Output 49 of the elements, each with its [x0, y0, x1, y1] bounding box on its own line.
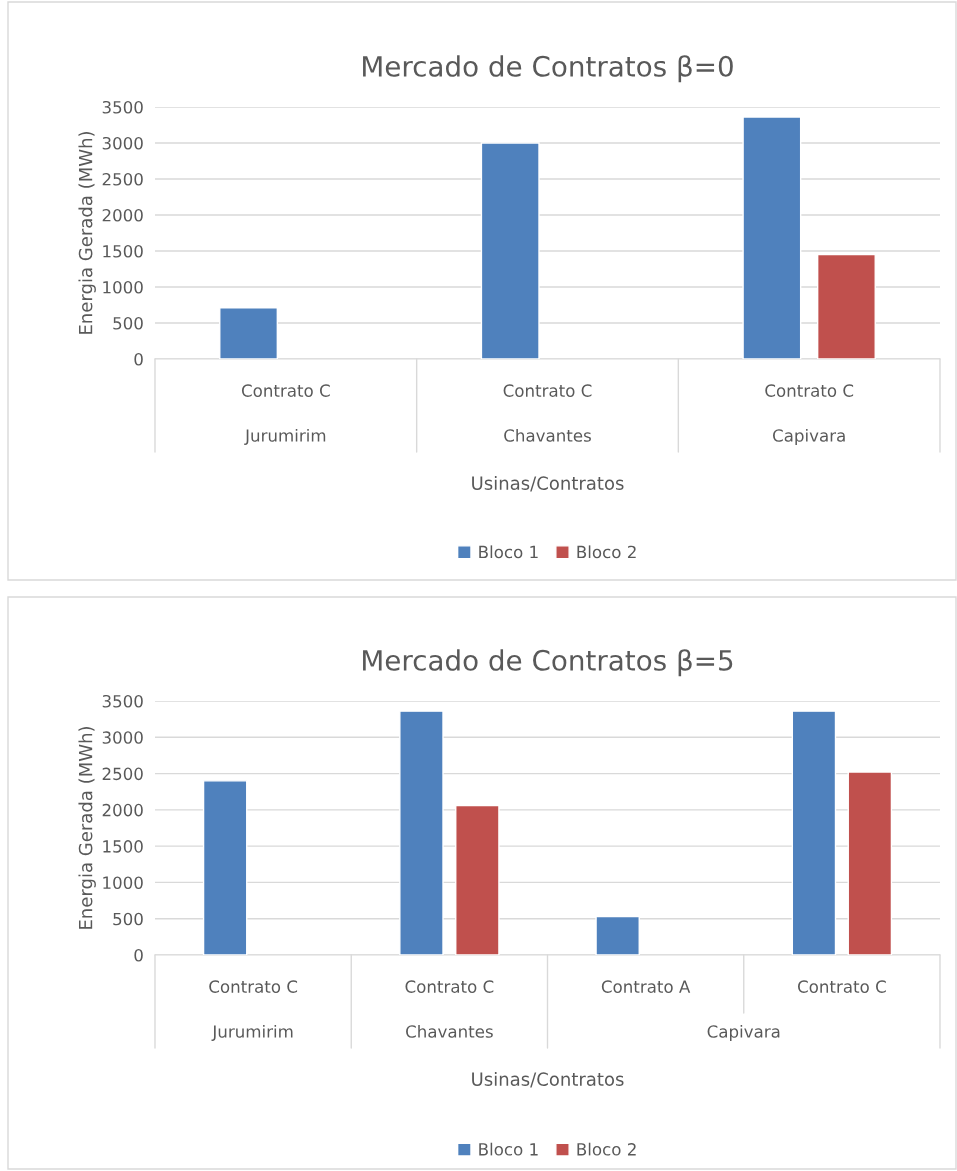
bar: [455, 804, 500, 955]
x-axis-title: Usinas/Contratos: [472, 1072, 624, 1088]
bar: [791, 710, 837, 955]
chart-title: Mercado de Contratos β=0: [363, 55, 733, 83]
legend-label: Bloco 2: [577, 1142, 636, 1156]
y-tick-label: 500: [113, 912, 143, 926]
x-tick-label: Contrato C: [209, 980, 298, 993]
y-tick-label: 3000: [102, 731, 143, 744]
text: Chavantes: [406, 1024, 493, 1038]
x-axis-title: Usinas/Contratos: [472, 476, 624, 492]
legend-label: Bloco 2: [577, 545, 636, 559]
x-tick-label: Contrato C: [503, 384, 592, 397]
y-tick-label: 1000: [103, 876, 143, 889]
bar: [202, 780, 248, 955]
bar: [595, 915, 640, 955]
y-tick-label: 3500: [102, 100, 143, 114]
y-tick-label: 2500: [102, 767, 143, 781]
x-tick-label: Contrato C: [797, 980, 886, 993]
bar: [219, 307, 279, 359]
bar: [847, 771, 893, 955]
text: Capivara: [707, 1024, 780, 1042]
y-tick-label: 0: [134, 352, 143, 366]
y-tick-label: 1000: [103, 280, 143, 294]
bar: [816, 253, 876, 359]
y-axis-title: Energia Gerada (MWh): [78, 726, 96, 929]
y-tick-label: 2000: [102, 208, 143, 222]
text: Jurumirim: [244, 428, 326, 445]
x-tick-label: Contrato C: [765, 384, 854, 397]
text: Chavantes: [504, 428, 591, 442]
x-tick-label: Contrato A: [601, 980, 691, 993]
y-axis-title: Energia Gerada (MWh): [78, 131, 96, 334]
x-tick-label: Contrato C: [241, 384, 330, 397]
bar: [742, 116, 802, 359]
y-tick-label: 3000: [102, 136, 143, 150]
legend-label: Bloco 1: [479, 1142, 538, 1156]
x-tick-label: Contrato C: [405, 980, 494, 993]
bar: [399, 710, 444, 955]
bar: [480, 142, 540, 359]
text: Capivara: [773, 428, 845, 446]
chart-title: Mercado de Contratos β=5: [363, 649, 733, 677]
y-tick-label: 3500: [102, 694, 143, 708]
text: Jurumirim: [211, 1024, 293, 1041]
y-tick-label: 0: [134, 948, 143, 962]
y-tick-label: 2500: [102, 172, 143, 186]
y-tick-label: 1500: [103, 244, 143, 258]
y-tick-label: 2000: [102, 803, 143, 817]
y-tick-label: 1500: [103, 840, 143, 853]
legend-label: Bloco 1: [479, 545, 538, 559]
y-tick-label: 500: [113, 316, 143, 330]
